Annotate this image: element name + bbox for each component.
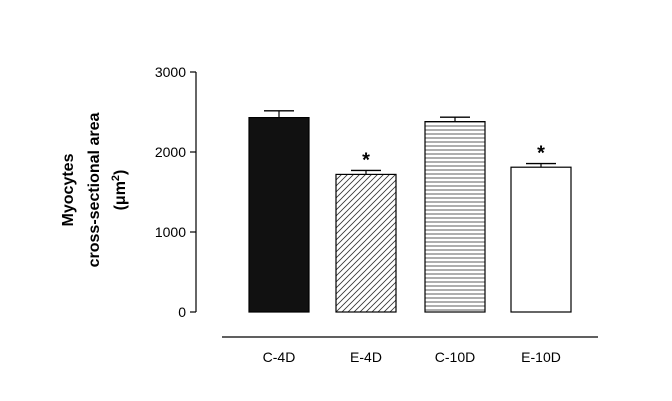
x-category-label: C-4D: [263, 349, 296, 365]
significance-marker: *: [362, 149, 370, 171]
y-tick-label: 0: [178, 304, 186, 320]
bar-e-10d: [510, 166, 572, 313]
y-axis-unit-superscript: 2: [110, 175, 122, 181]
y-axis-title: Myocytes cross-sectional area (μm2): [60, 113, 129, 268]
bar-c-10d: [424, 120, 486, 313]
y-tick-label: 2000: [155, 144, 186, 160]
y-tick-label: 3000: [155, 64, 186, 80]
x-category-label: C-10D: [435, 349, 475, 365]
y-axis-title-line-3: (μm2): [110, 170, 129, 211]
bars-group: * *: [248, 110, 572, 313]
significance-marker: *: [537, 143, 545, 165]
bar-c-4d: [248, 116, 310, 313]
y-axis-unit-close: ): [112, 170, 129, 175]
y-axis-title-line-1: Myocytes: [60, 153, 77, 226]
y-axis-unit-base: (μm: [112, 181, 129, 210]
y-axis: 0 1000 2000 3000: [155, 64, 197, 320]
y-axis-title-line-2: cross-sectional area: [86, 113, 103, 268]
x-category-label: E-4D: [350, 349, 382, 365]
x-axis: C-4D E-4D C-10D E-10D: [222, 336, 598, 365]
bar-e-4d: [335, 173, 397, 313]
y-tick-label: 1000: [155, 224, 186, 240]
x-category-label: E-10D: [521, 349, 561, 365]
